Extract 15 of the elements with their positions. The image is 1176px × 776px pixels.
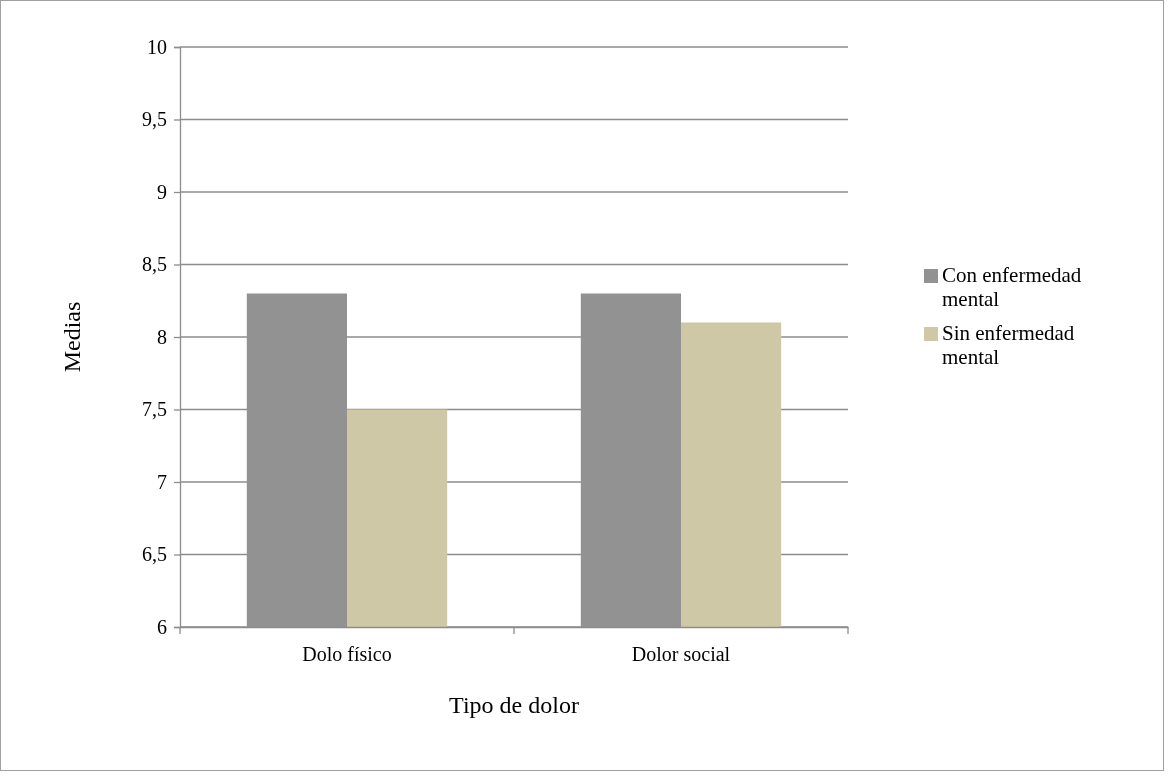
y-tick-label: 6: [157, 615, 167, 638]
y-tick-label: 6,5: [142, 543, 167, 566]
legend-label: Sin enfermedad mental: [942, 320, 1075, 369]
y-axis-title: Medias: [59, 301, 85, 373]
x-tick-label: Dolor social: [631, 643, 731, 666]
y-tick-label: 10: [147, 35, 167, 58]
legend-label: Con enfermedad mental: [942, 262, 1082, 311]
y-tick-label: 8: [157, 325, 167, 348]
y-tick-label: 7,5: [142, 398, 167, 421]
y-tick-label: 8,5: [142, 253, 167, 276]
y-tick-label: 9: [157, 180, 167, 203]
x-tick-label: Dolo físico: [302, 643, 392, 666]
y-tick-label: 7: [157, 470, 167, 493]
y-tick-label: 9,5: [142, 108, 167, 131]
x-axis-title: Tipo de dolor: [449, 692, 579, 718]
